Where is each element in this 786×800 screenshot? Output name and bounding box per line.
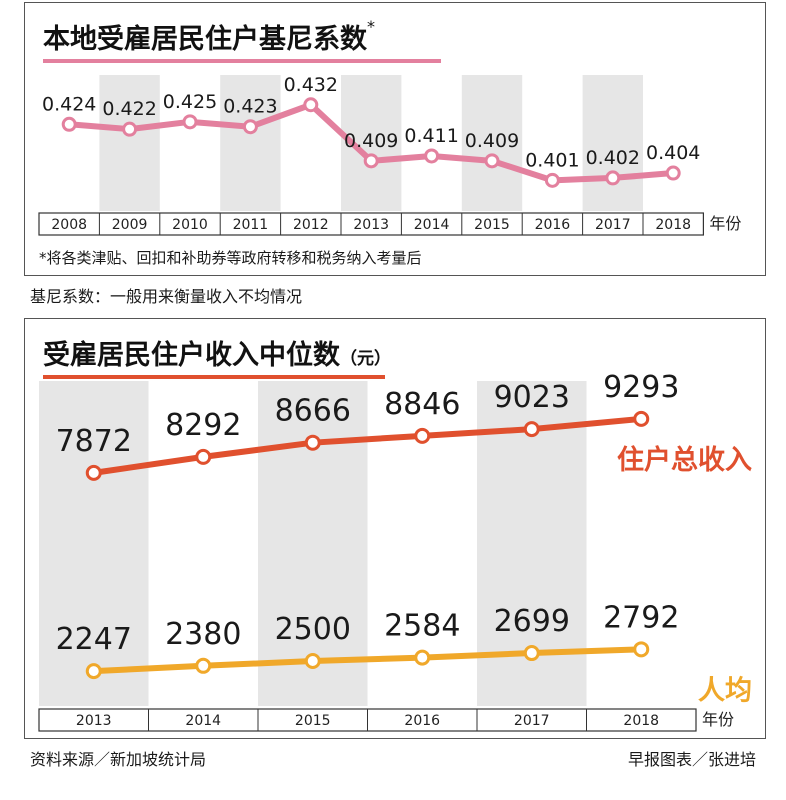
income-title-underline [43,375,385,379]
per-capita-point-2013 [85,663,102,680]
x-tick-label-2015: 2015 [295,713,331,729]
graphic-credit: 早报图表／张进培 [627,750,756,769]
per-capita-data-label-2018: 2792 [603,600,679,635]
x-tick-label-2012: 2012 [293,217,329,233]
per-capita-point-2017 [523,645,540,662]
gini-point-2015 [484,153,500,169]
household-point-2014 [195,448,212,465]
household-point-2013 [85,464,102,481]
household-series-line [90,415,645,476]
x-tick-label-2018: 2018 [623,713,659,729]
gini-point-2012 [303,97,319,113]
shaded-column-2017 [582,75,643,211]
x-tick-label-2017: 2017 [595,217,631,233]
gini-point-2016 [544,172,560,188]
income-chart-title: 受雇居民住户收入中位数（元） [43,340,391,371]
gini-point-2009 [122,121,138,137]
income-unit-label: （元） [340,349,391,369]
gini-data-label-2008: 0.424 [42,93,96,115]
per-capita-legend-label: 人均 [698,675,752,706]
household-data-label-2017: 9023 [494,380,570,415]
x-tick-label-2016: 2016 [404,713,440,729]
gini-data-label-2013: 0.409 [344,130,398,152]
per-capita-data-label-2014: 2380 [165,617,241,652]
x-tick-label-2015: 2015 [474,217,510,233]
x-tick-label-2008: 2008 [51,217,87,233]
x-tick-label-2014: 2014 [414,217,450,233]
shaded-column-2013 [39,381,149,706]
gini-point-2010 [182,114,198,130]
gini-title-underline [43,59,441,63]
x-tick-label-2018: 2018 [655,217,691,233]
gini-data-label-2016: 0.401 [525,149,579,171]
gini-data-label-2012: 0.432 [284,74,338,96]
gini-data-label-2009: 0.422 [102,98,156,120]
source-credit: 资料来源／新加坡统计局 [30,750,207,769]
income-chart-svg: 2013 2014 2015 2016 2017 2018 年份 7872 8292 8666 88… [38,370,752,732]
per-capita-point-2018 [633,641,650,658]
gini-point-2013 [363,153,379,169]
shaded-column-2011 [220,75,281,211]
per-capita-data-label-2015: 2500 [275,612,351,647]
per-capita-series-line [90,646,645,675]
gini-title-asterisk: * [367,17,375,36]
gini-point-2017 [605,170,621,186]
gini-definition: 基尼系数：一般用来衡量收入不均情况 [30,287,303,306]
shaded-column-2015 [461,75,523,211]
household-point-2017 [523,421,540,438]
income-chart-panel: 受雇居民住户收入中位数（元） 2013 2014 2015 2016 2017 2018 年… [24,318,766,739]
gini-data-label-2010: 0.425 [163,91,217,113]
household-data-label-2018: 9293 [603,370,679,405]
gini-point-2014 [424,148,440,164]
x-axis-label: 年份 [709,214,741,233]
per-capita-data-label-2016: 2584 [384,609,460,644]
per-capita-data-label-2013: 2247 [56,622,132,657]
x-tick-label-2010: 2010 [172,217,208,233]
gini-data-label-2018: 0.404 [646,142,700,164]
household-point-2015 [304,434,321,451]
household-point-2016 [414,427,431,444]
x-tick-label-2013: 2013 [353,217,389,233]
x-tick-label-2009: 2009 [112,217,148,233]
gini-point-2011 [242,119,258,135]
gini-chart-svg: 2008 2009 2010 2011 2012 2013 2014 2015 2016 2017… [38,74,741,236]
gini-point-2018 [665,165,681,181]
per-capita-point-2016 [414,649,431,666]
gini-data-label-2011: 0.423 [223,96,277,118]
x-tick-label-2011: 2011 [233,217,269,233]
household-legend-label: 住户总收入 [617,444,752,476]
gini-chart-panel: 本地受雇居民住户基尼系数* 2008 2009 2010 2011 2012 2013 20… [24,2,766,276]
per-capita-point-2015 [304,653,321,669]
household-point-2018 [633,410,650,427]
household-data-label-2013: 7872 [56,424,132,459]
household-data-label-2015: 8666 [275,394,351,429]
gini-data-label-2014: 0.411 [404,125,458,147]
x-tick-label-2017: 2017 [514,713,550,729]
per-capita-point-2014 [195,657,212,674]
gini-data-label-2017: 0.402 [586,147,640,169]
x-axis-box [38,212,705,236]
gini-point-2008 [61,116,77,132]
per-capita-data-label-2017: 2699 [494,604,570,639]
household-data-label-2014: 8292 [165,408,241,443]
gini-chart-title: 本地受雇居民住户基尼系数* [43,17,375,55]
shaded-column-2009 [99,75,160,211]
gini-footnote: *将各类津贴、回扣和补助券等政府转移和税务纳入考量后 [39,249,422,267]
household-data-label-2016: 8846 [384,387,460,422]
x-tick-label-2016: 2016 [535,217,571,233]
gini-data-label-2015: 0.409 [465,130,519,152]
x-tick-label-2013: 2013 [76,713,112,729]
x-tick-label-2014: 2014 [185,713,221,729]
x-axis-label: 年份 [702,710,734,729]
